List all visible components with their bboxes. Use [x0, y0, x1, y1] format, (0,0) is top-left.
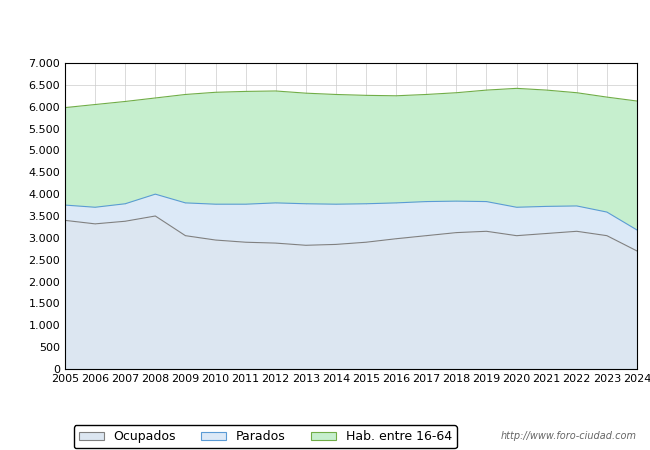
Text: http://www.foro-ciudad.com: http://www.foro-ciudad.com [501, 431, 637, 441]
Legend: Ocupados, Parados, Hab. entre 16-64: Ocupados, Parados, Hab. entre 16-64 [73, 425, 457, 449]
Text: Tocina - Evolucion de la poblacion en edad de Trabajar Mayo de 2024: Tocina - Evolucion de la poblacion en ed… [60, 19, 590, 35]
